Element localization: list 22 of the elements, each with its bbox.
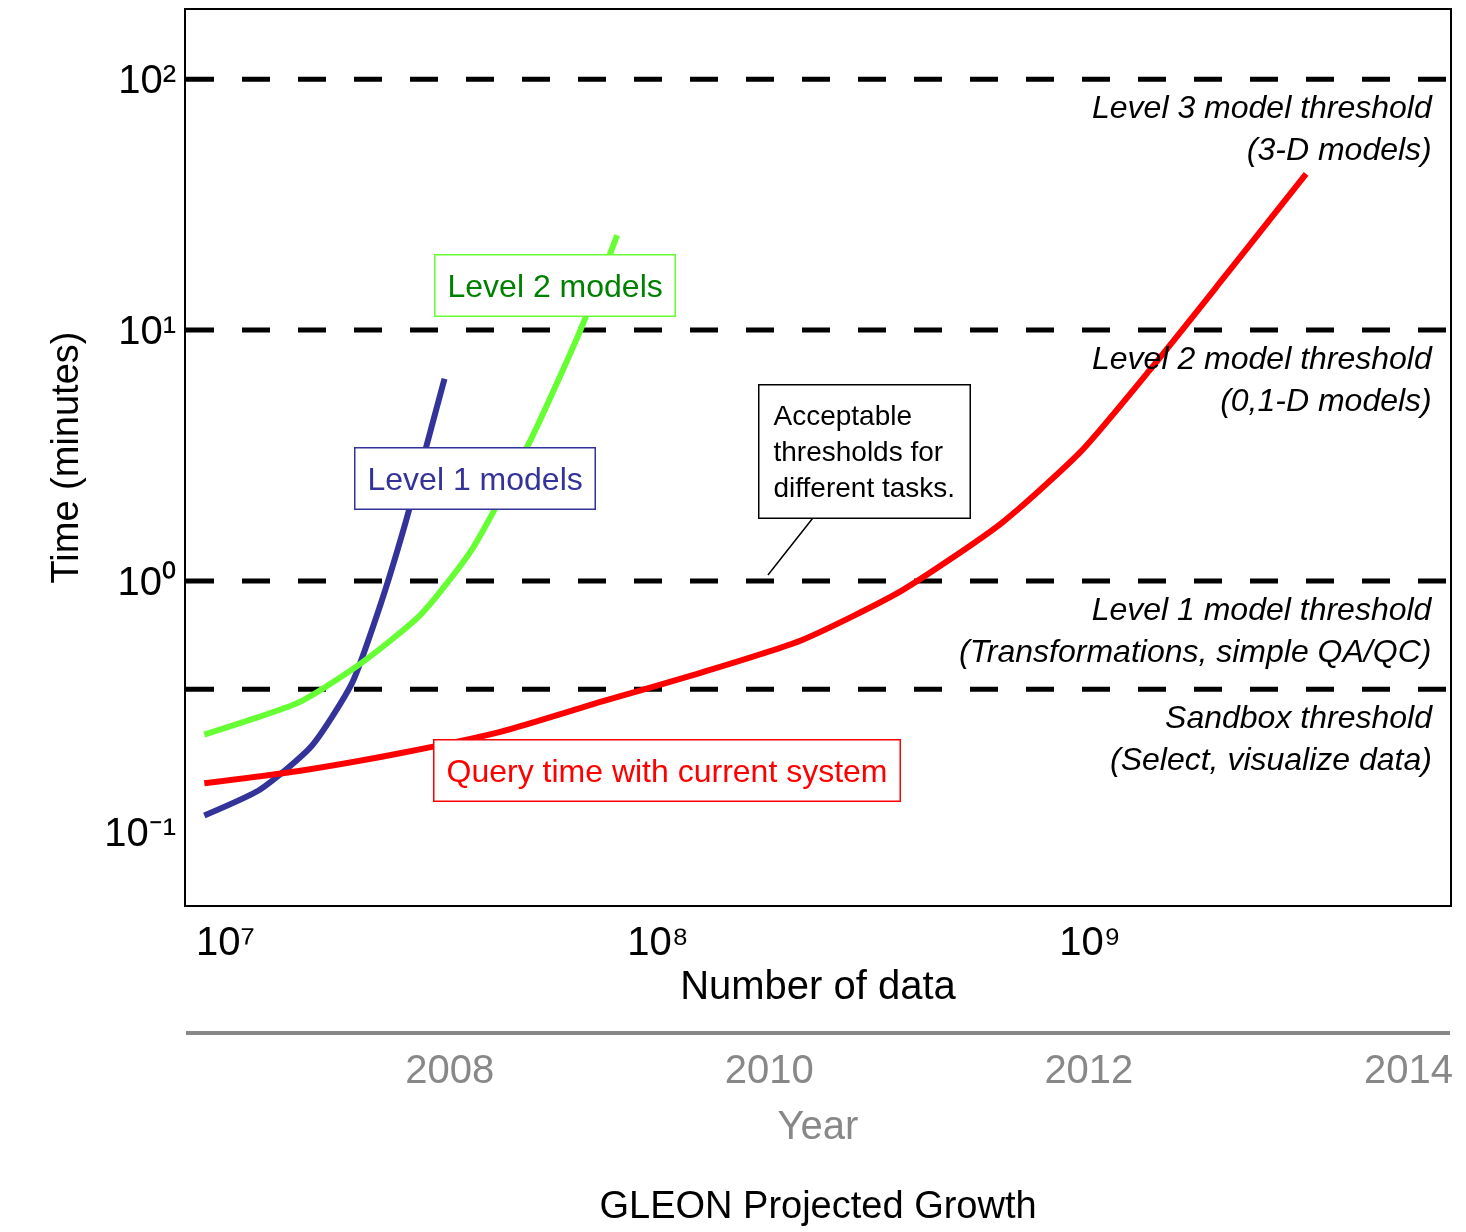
annotation: Acceptable thresholds for different tasks. <box>773 399 956 504</box>
ref-line-label: Sandbox threshold (Select, visualize data) <box>1110 699 1434 777</box>
ref-line-label: Level 1 model threshold (Transformations, simple QA/QC) <box>959 591 1433 669</box>
y-tick-label: 10⁰ <box>117 558 176 603</box>
x-axis-title: Number of data <box>680 963 957 1008</box>
x2-tick-label: 2014 <box>1363 1047 1453 1092</box>
x2-tick-label: 2012 <box>1044 1047 1134 1092</box>
y-tick-label: 10¹ <box>118 308 176 353</box>
x-tick-label: 10⁹ <box>1059 919 1121 964</box>
text: GLEON Projected Growth <box>599 1184 1037 1227</box>
y-axis-title: Time (minutes) <box>43 331 86 584</box>
series-label: Level 2 models <box>447 267 663 304</box>
x-tick-label: 10⁸ <box>627 919 689 964</box>
series-label: Level 1 models <box>367 460 583 497</box>
y-tick-label: 10² <box>118 57 176 102</box>
x2-tick-label: 2008 <box>405 1047 495 1092</box>
ref-line-label: Level 3 model threshold (3-D models) <box>1092 89 1433 167</box>
x2-tick-label: 2010 <box>724 1047 814 1092</box>
series-label: Query time with current system <box>446 752 888 789</box>
x2-axis-title: Year <box>777 1103 859 1148</box>
x-tick-label: 10⁷ <box>196 919 256 964</box>
y-tick-label: 10⁻¹ <box>104 809 176 854</box>
